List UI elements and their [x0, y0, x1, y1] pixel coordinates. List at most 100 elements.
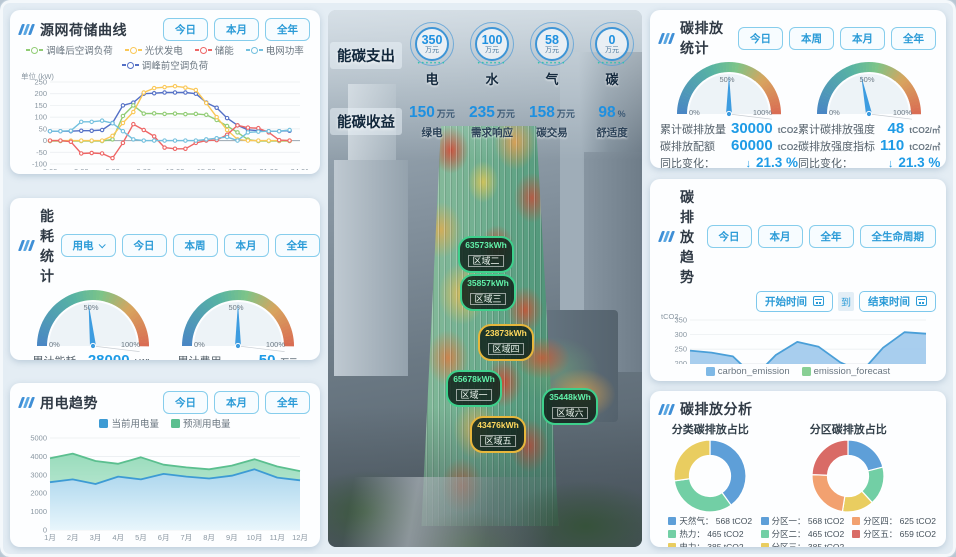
range-buttons: 今日 本月 全年 全生命周期: [706, 225, 936, 248]
zone-label[interactable]: 65678kWh 区域一: [446, 370, 502, 408]
panel-source-grid-curve: 源网荷储曲线 今日 本月 全年 调峰后空调负荷 光伏发电 储能 电网功率调峰前空调负荷 -…: [10, 10, 320, 174]
range-buttons: 今日 本月 全年: [163, 391, 310, 414]
donut-legend-item[interactable]: 分区一： 568 tCO2: [760, 515, 844, 527]
panel-header: 源网荷储曲线 今日 本月 全年: [17, 18, 310, 41]
legend-item[interactable]: 预测用电量: [171, 416, 231, 430]
metric-circle[interactable]: 0 万元: [590, 22, 634, 66]
legend-text: 分区四： 625 tCO2: [863, 516, 936, 526]
start-date-label: 开始时间: [765, 295, 807, 308]
donut-legend-item[interactable]: 分区二： 465 tCO2: [760, 528, 844, 540]
legend-item[interactable]: 当前用电量: [99, 416, 159, 430]
legend-ring-marker: [194, 46, 212, 54]
range-button[interactable]: 本月: [757, 225, 803, 248]
dotted-arc: •••••••: [537, 61, 567, 67]
range-button[interactable]: 本月: [223, 234, 269, 257]
zone-label[interactable]: 63573kWh 区域二: [458, 236, 514, 274]
energy-type-dropdown[interactable]: 用电: [60, 234, 116, 257]
legend-item[interactable]: 电网功率: [245, 43, 304, 57]
range-button[interactable]: 本周: [789, 26, 834, 50]
svg-text:50%: 50%: [83, 303, 98, 312]
range-button[interactable]: 今日: [163, 18, 208, 41]
svg-text:50%: 50%: [860, 75, 875, 84]
legend-item[interactable]: 储能: [194, 43, 234, 57]
chart-legend: 调峰后空调负荷 光伏发电 储能 电网功率调峰前空调负荷: [20, 43, 310, 72]
legend-item[interactable]: 调峰前空调负荷: [121, 58, 208, 72]
legend-square-marker: [852, 530, 861, 538]
stat-value: 28000: [88, 353, 130, 360]
range-button[interactable]: 全年: [265, 18, 310, 41]
range-button[interactable]: 全年: [891, 26, 936, 50]
svg-text:50%: 50%: [228, 303, 243, 312]
metric-circle[interactable]: 100 万元: [470, 22, 514, 66]
legend-item[interactable]: 调峰后空调负荷: [26, 43, 113, 57]
expense-row: 能碳支出 350 万元 ••••••• 电 100 万元 ••••••• 水 58 万元 •••••…: [328, 22, 642, 88]
metric-value: 235: [469, 104, 495, 121]
date-to-separator: 到: [838, 291, 854, 311]
end-date-picker[interactable]: 结束时间: [859, 290, 936, 312]
zone-label[interactable]: 43476kWh 区域五: [470, 416, 526, 454]
gauge-block-carbon-intensity: 0% 50% 100% 累计碳排放强度 48 tCO2/㎡ 碳排放强度指标 110 tCO2/…: [798, 58, 940, 168]
zone-energy-value: 23873kWh: [485, 328, 527, 338]
chevron-down-icon: [98, 241, 106, 249]
legend-item[interactable]: emission_forecast: [801, 366, 890, 377]
legend-text: 电力： 385 tCO2: [679, 542, 744, 547]
panel-title: 碳排放分析: [680, 401, 753, 417]
zone-label[interactable]: 35857kWh 区域三: [460, 274, 516, 312]
range-button[interactable]: 今日: [163, 391, 208, 414]
svg-text:2000: 2000: [30, 489, 47, 498]
zone-energy-value: 65678kWh: [453, 374, 495, 384]
range-button[interactable]: 本月: [840, 26, 885, 50]
metric-name: 气: [545, 72, 559, 87]
svg-text:100%: 100%: [753, 108, 773, 117]
start-date-picker[interactable]: 开始时间: [756, 290, 833, 312]
legend-item[interactable]: 光伏发电: [124, 43, 183, 57]
donut-legend-item[interactable]: 分区三： 385 tCO2: [760, 541, 844, 547]
donut-legend-item[interactable]: 分区四： 625 tCO2: [852, 515, 936, 527]
svg-text:50%: 50%: [720, 75, 735, 84]
range-button[interactable]: 今日: [121, 234, 167, 257]
zone-name: 区域三: [470, 292, 506, 306]
gauge-group: 0%50%100% 累计能耗28000kWh能耗指标60000kWh同比变化：↓…: [20, 286, 310, 360]
metric-value: 58: [545, 32, 559, 47]
building: [334, 160, 408, 376]
metric-circle[interactable]: 58 万元: [530, 22, 574, 66]
donut-legend-item[interactable]: 天然气： 568 tCO2: [668, 515, 752, 527]
donut-subtitle: 分类碳排放占比: [671, 424, 749, 436]
panel-header: 碳排放趋势 今日 本月 全年 全生命周期: [657, 187, 936, 287]
range-button[interactable]: 全年: [274, 234, 320, 257]
donut-subtitle: 分区碳排放占比: [809, 424, 887, 436]
carbon-total-gauge: 0% 50% 100%: [677, 62, 782, 120]
donut-charts-row: 分类碳排放占比 天然气： 568 tCO2 热力： 465 tCO2 电力： 385…: [660, 419, 936, 547]
range-button[interactable]: 全年: [808, 225, 854, 248]
stat-label: 累计能耗: [33, 355, 77, 360]
range-button[interactable]: 今日: [706, 225, 752, 248]
svg-text:-50: -50: [36, 148, 47, 157]
panel-header: 碳排放分析: [657, 399, 936, 419]
cost-gauge: 0% 50% 100%: [181, 289, 294, 352]
expense-metric: 58 万元 ••••••• 气: [522, 22, 582, 88]
legend-item[interactable]: carbon_emission: [705, 366, 790, 377]
range-button[interactable]: 本周: [172, 234, 218, 257]
svg-text:200: 200: [674, 359, 687, 364]
donut-legend-item[interactable]: 电力： 385 tCO2: [668, 541, 752, 547]
metric-circle[interactable]: 350 万元: [410, 22, 454, 66]
range-button[interactable]: 本月: [214, 18, 259, 41]
stat-unit: kWh: [135, 355, 153, 360]
legend-square-marker: [705, 366, 715, 376]
donut-legend-item[interactable]: 分区五： 659 tCO2: [852, 528, 936, 540]
svg-text:4月: 4月: [112, 533, 124, 542]
legend-text: 分区五： 659 tCO2: [863, 529, 936, 539]
yoy-change-row: 同比变化： ↓ 21.3 %: [798, 155, 940, 168]
donut-legend-item[interactable]: 热力： 465 tCO2: [668, 528, 752, 540]
zone-label[interactable]: 23873kWh 区域四: [478, 324, 534, 362]
zone-label[interactable]: 35448kWh 区域六: [542, 388, 598, 426]
range-button[interactable]: 全生命周期: [859, 225, 936, 248]
range-button[interactable]: 全年: [265, 391, 310, 414]
range-button[interactable]: 今日: [738, 26, 783, 50]
donut-block-zone: 分区碳排放占比 分区一： 568 tCO2 分区二： 465 tCO2 分区三： 3…: [760, 419, 936, 547]
range-button[interactable]: 本月: [214, 391, 259, 414]
income-label: 能碳收益: [330, 108, 402, 136]
zone-name: 区域六: [552, 406, 588, 420]
